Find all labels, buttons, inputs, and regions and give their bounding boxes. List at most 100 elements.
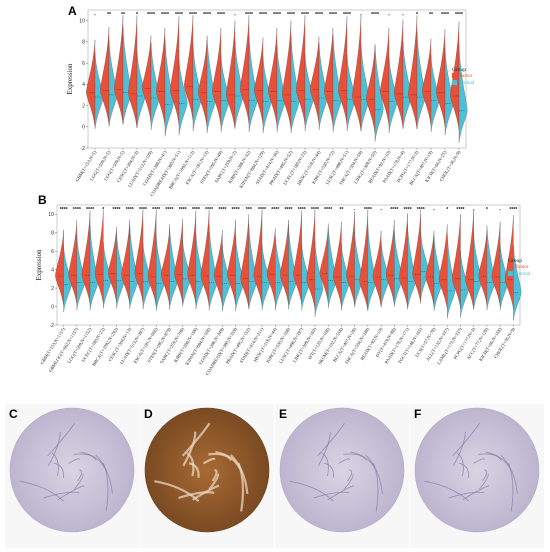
- legend-swatch-tumor: [452, 73, 457, 78]
- violin-tumor: [142, 35, 152, 123]
- significance-label: ****: [60, 207, 69, 213]
- legend-label: Normal: [515, 272, 531, 277]
- violin-normal: [374, 43, 384, 142]
- violin-tumor: [359, 209, 369, 312]
- violin-tumor: [425, 230, 435, 307]
- significance-label: *: [136, 12, 139, 18]
- violin-tumor: [372, 230, 382, 307]
- tissue-strand: [211, 468, 218, 482]
- significance-label: **: [339, 207, 344, 213]
- significance-label: ****: [152, 207, 161, 213]
- significance-label: ****: [232, 207, 241, 213]
- violin-tumor: [338, 16, 348, 125]
- tissue-core: [279, 407, 405, 533]
- significance-label: **: [429, 12, 434, 18]
- tissue-strand: [373, 462, 379, 512]
- significance-label: *: [486, 207, 489, 213]
- violin-tumor: [161, 228, 170, 305]
- violin-tumor: [505, 215, 514, 310]
- tissue-strand: [103, 462, 109, 512]
- y-tick-label: 2: [51, 286, 54, 292]
- tissue-strand: [47, 422, 75, 457]
- significance-label: ****: [298, 207, 307, 213]
- tissue-strand: [317, 431, 331, 467]
- tissue-strand: [154, 480, 200, 502]
- tissue-core: [144, 407, 270, 533]
- violin-normal: [458, 45, 468, 143]
- tissue-strand: [321, 452, 329, 477]
- violin-tumor: [170, 16, 180, 125]
- significance-label: *: [102, 207, 105, 213]
- significance-label: -: [94, 12, 96, 18]
- violin-normal: [360, 43, 370, 132]
- violin-tumor: [380, 28, 390, 126]
- ihc-panel-letter: E: [279, 407, 287, 421]
- violin-tumor: [128, 15, 138, 128]
- violin-tumor: [226, 20, 236, 129]
- significance-label: ****: [139, 207, 148, 213]
- violin-tumor: [174, 218, 183, 304]
- tissue-strand: [473, 458, 485, 464]
- tissue-strand: [462, 485, 490, 501]
- significance-label: -: [234, 12, 236, 18]
- tissue-strand: [237, 462, 245, 512]
- tissue-strand: [73, 453, 97, 461]
- tissue-strand: [181, 422, 211, 457]
- significance-label: ****: [273, 12, 282, 18]
- significance-label: ****: [165, 207, 174, 213]
- tissue-strand: [68, 458, 80, 464]
- significance-label: ****: [311, 207, 320, 213]
- y-tick-label: 4: [51, 267, 54, 273]
- tissue-strand: [456, 452, 464, 477]
- significance-label: *: [446, 207, 449, 213]
- tissue-core: [9, 407, 135, 533]
- significance-label: -: [499, 207, 501, 213]
- panel-b-letter: B: [38, 193, 47, 207]
- violin-tumor: [324, 28, 334, 126]
- legend-swatch-normal: [452, 80, 457, 85]
- violin-tumor: [366, 46, 376, 134]
- significance-label: ****: [371, 12, 380, 18]
- violin-tumor: [134, 209, 144, 303]
- violin-tumor: [465, 209, 474, 310]
- significance-label: ****: [112, 207, 121, 213]
- tissue-core: [414, 407, 540, 533]
- significance-label: ****: [343, 12, 352, 18]
- violin-tumor: [86, 39, 96, 127]
- significance-label: ****: [404, 207, 413, 213]
- tissue-strand: [208, 473, 220, 490]
- significance-label: ****: [259, 12, 268, 18]
- violin-tumor: [55, 229, 64, 306]
- significance-label: ****: [456, 207, 465, 213]
- tissue-strand: [508, 462, 514, 512]
- ihc-panel-letter: C: [9, 407, 18, 421]
- tissue-strand: [343, 453, 367, 461]
- significance-label: -: [433, 207, 435, 213]
- violin-tumor: [200, 209, 210, 306]
- y-tick-label: -2: [80, 146, 85, 152]
- significance-label: ****: [509, 207, 518, 213]
- significance-label: -: [360, 12, 362, 18]
- y-tick-label: 0: [51, 304, 54, 310]
- significance-label: ****: [86, 207, 95, 213]
- violin-tumor: [268, 28, 278, 126]
- significance-label: ****: [218, 207, 227, 213]
- violin-tumor: [399, 213, 408, 308]
- legend-swatch-tumor: [508, 264, 513, 269]
- legend-label: Normal: [459, 81, 475, 86]
- significance-label: -: [354, 207, 356, 213]
- tissue-strand: [95, 454, 113, 494]
- y-tick-label: 8: [51, 230, 54, 236]
- tissue-strand: [53, 462, 65, 478]
- tissue-strand: [343, 473, 354, 490]
- ihc-panel-e: E: [275, 404, 409, 548]
- violin-tumor: [306, 209, 316, 310]
- significance-label: -: [380, 207, 382, 213]
- y-tick-label: -2: [49, 323, 54, 329]
- panel-a-letter: A: [68, 4, 77, 18]
- tissue-strand: [478, 473, 489, 490]
- violin-tumor: [412, 209, 421, 304]
